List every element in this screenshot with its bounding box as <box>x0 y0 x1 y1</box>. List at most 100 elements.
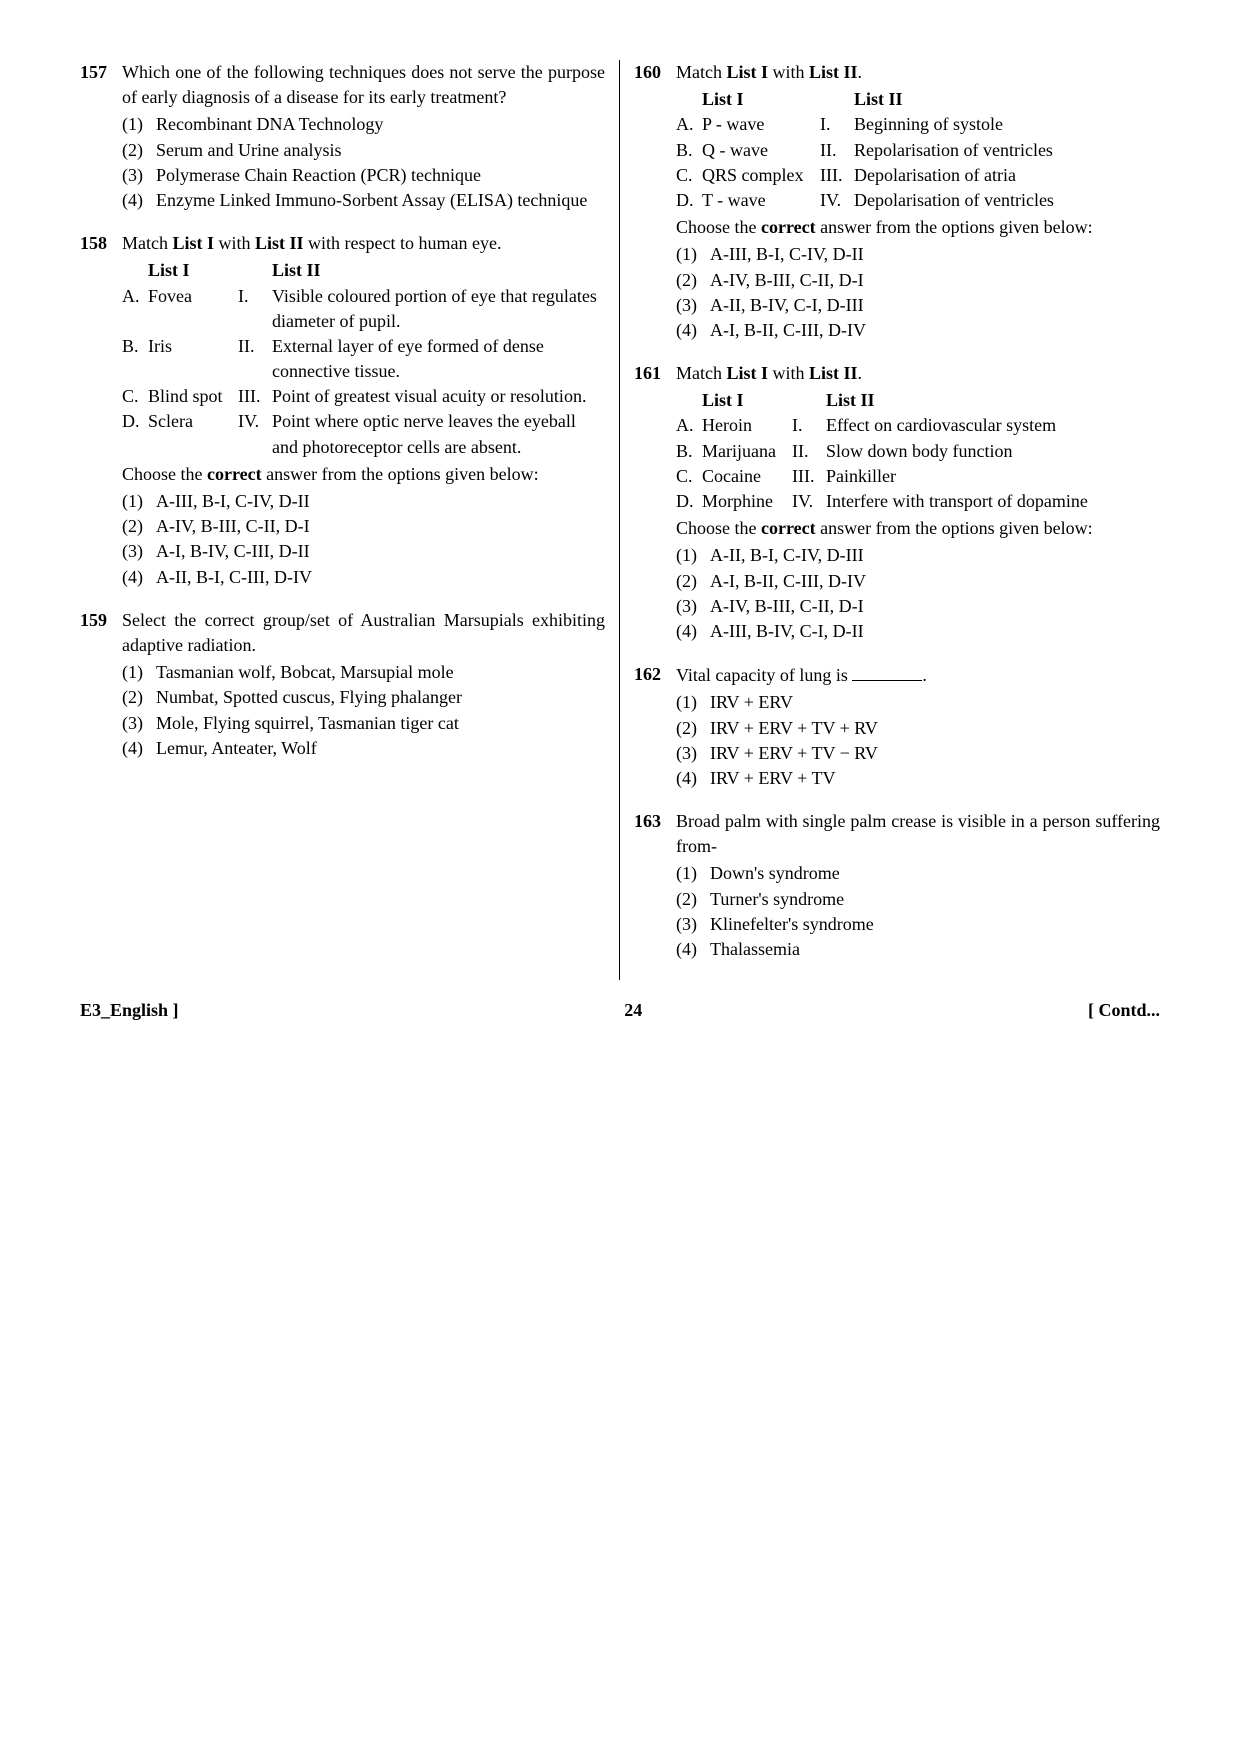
list1-header: List I <box>148 258 238 283</box>
list1-header: List I <box>702 388 792 413</box>
stem-bold: List I <box>172 233 214 253</box>
match-term: Blind spot <box>148 384 238 409</box>
question-body: Which one of the following techniques do… <box>122 60 605 213</box>
option-text: A-IV, B-III, C-II, D-I <box>156 514 605 539</box>
option-text: Enzyme Linked Immuno-Sorbent Assay (ELIS… <box>156 188 605 213</box>
options: (1)IRV + ERV (2)IRV + ERV + TV + RV (3)I… <box>676 690 1160 791</box>
option: (3)A-I, B-IV, C-III, D-II <box>122 539 605 564</box>
match-header: List IList II <box>122 258 605 283</box>
stem-text: Match <box>676 363 726 383</box>
option: (2)Turner's syndrome <box>676 887 1160 912</box>
option: (1)A-II, B-I, C-IV, D-III <box>676 543 1160 568</box>
stem-text: Vital capacity of lung is <box>676 665 852 685</box>
question-body: Vital capacity of lung is . (1)IRV + ERV… <box>676 662 1160 791</box>
question-162: 162 Vital capacity of lung is . (1)IRV +… <box>634 662 1160 791</box>
match-term: Fovea <box>148 284 238 334</box>
match-letter: C. <box>676 163 702 188</box>
option-number: (1) <box>122 660 156 685</box>
match-def: Repolarisation of ventricles <box>854 138 1160 163</box>
question-body: Match List I with List II with respect t… <box>122 231 605 590</box>
option-number: (4) <box>122 736 156 761</box>
choose-bold: correct <box>207 464 262 484</box>
question-157: 157 Which one of the following technique… <box>80 60 605 213</box>
option-text: Recombinant DNA Technology <box>156 112 605 137</box>
option: (2)A-IV, B-III, C-II, D-I <box>122 514 605 539</box>
option: (4)A-II, B-I, C-III, D-IV <box>122 565 605 590</box>
match-term: P - wave <box>702 112 820 137</box>
stem-text: . <box>858 363 863 383</box>
option: (1)A-III, B-I, C-IV, D-II <box>122 489 605 514</box>
options: (1)A-II, B-I, C-IV, D-III (2)A-I, B-II, … <box>676 543 1160 644</box>
options: (1)A-III, B-I, C-IV, D-II (2)A-IV, B-III… <box>676 242 1160 343</box>
match-def: Point of greatest visual acuity or resol… <box>272 384 605 409</box>
left-column: 157 Which one of the following technique… <box>80 60 620 980</box>
option-text: Tasmanian wolf, Bobcat, Marsupial mole <box>156 660 605 685</box>
option: (4)A-I, B-II, C-III, D-IV <box>676 318 1160 343</box>
stem-text: Match <box>122 233 172 253</box>
match-roman: III. <box>792 464 826 489</box>
match-roman: IV. <box>238 409 272 459</box>
question-stem: Vital capacity of lung is . <box>676 662 1160 688</box>
question-number: 160 <box>634 60 676 343</box>
stem-bold: List II <box>255 233 304 253</box>
page-footer: E3_English ] 24 [ Contd... <box>80 998 1160 1023</box>
option-number: (4) <box>676 619 710 644</box>
options: (1)A-III, B-I, C-IV, D-II (2)A-IV, B-III… <box>122 489 605 590</box>
option-text: A-I, B-II, C-III, D-IV <box>710 569 1160 594</box>
option-number: (2) <box>676 716 710 741</box>
match-row: B.Q - waveII.Repolarisation of ventricle… <box>676 138 1160 163</box>
stem-text: . <box>922 665 927 685</box>
stem-text: . <box>858 62 863 82</box>
stem-bold: List I <box>726 62 768 82</box>
match-row: C.Blind spotIII.Point of greatest visual… <box>122 384 605 409</box>
match-row: C.QRS complexIII.Depolarisation of atria <box>676 163 1160 188</box>
blank-line <box>852 662 922 681</box>
match-roman: III. <box>238 384 272 409</box>
question-number: 157 <box>80 60 122 213</box>
match-letter: B. <box>676 439 702 464</box>
option-text: Turner's syndrome <box>710 887 1160 912</box>
match-letter: D. <box>676 489 702 514</box>
stem-bold: List II <box>809 62 858 82</box>
match-header: List IList II <box>676 388 1160 413</box>
match-roman: I. <box>238 284 272 334</box>
stem-text: Match <box>676 62 726 82</box>
choose-bold: correct <box>761 217 816 237</box>
match-term: Heroin <box>702 413 792 438</box>
option-text: Polymerase Chain Reaction (PCR) techniqu… <box>156 163 605 188</box>
option-number: (2) <box>122 138 156 163</box>
option-text: A-IV, B-III, C-II, D-I <box>710 594 1160 619</box>
option-number: (4) <box>122 565 156 590</box>
match-row: D.T - waveIV.Depolarisation of ventricle… <box>676 188 1160 213</box>
match-letter: B. <box>676 138 702 163</box>
question-body: Match List I with List II. List IList II… <box>676 60 1160 343</box>
match-row: D.MorphineIV.Interfere with transport of… <box>676 489 1160 514</box>
option: (1)Recombinant DNA Technology <box>122 112 605 137</box>
match-def: External layer of eye formed of dense co… <box>272 334 605 384</box>
choose-text: Choose the correct answer from the optio… <box>676 215 1160 240</box>
option: (3)IRV + ERV + TV − RV <box>676 741 1160 766</box>
stem-bold: List II <box>809 363 858 383</box>
option-text: A-I, B-II, C-III, D-IV <box>710 318 1160 343</box>
option: (1)Tasmanian wolf, Bobcat, Marsupial mol… <box>122 660 605 685</box>
question-stem: Which one of the following techniques do… <box>122 60 605 110</box>
option: (3)A-II, B-IV, C-I, D-III <box>676 293 1160 318</box>
option-number: (3) <box>676 594 710 619</box>
match-row: D.ScleraIV.Point where optic nerve leave… <box>122 409 605 459</box>
option-number: (1) <box>676 861 710 886</box>
option-number: (3) <box>676 741 710 766</box>
match-row: A.P - waveI.Beginning of systole <box>676 112 1160 137</box>
option-number: (4) <box>122 188 156 213</box>
match-row: A.FoveaI.Visible coloured portion of eye… <box>122 284 605 334</box>
match-term: QRS complex <box>702 163 820 188</box>
match-term: Morphine <box>702 489 792 514</box>
match-def: Effect on cardiovascular system <box>826 413 1160 438</box>
footer-left: E3_English ] <box>80 998 179 1023</box>
match-letter: D. <box>676 188 702 213</box>
choose-text: Choose the correct answer from the optio… <box>676 516 1160 541</box>
question-number: 162 <box>634 662 676 791</box>
choose-post: answer from the options given below: <box>262 464 539 484</box>
option: (4)Lemur, Anteater, Wolf <box>122 736 605 761</box>
option-text: A-III, B-I, C-IV, D-II <box>156 489 605 514</box>
option-number: (2) <box>676 887 710 912</box>
